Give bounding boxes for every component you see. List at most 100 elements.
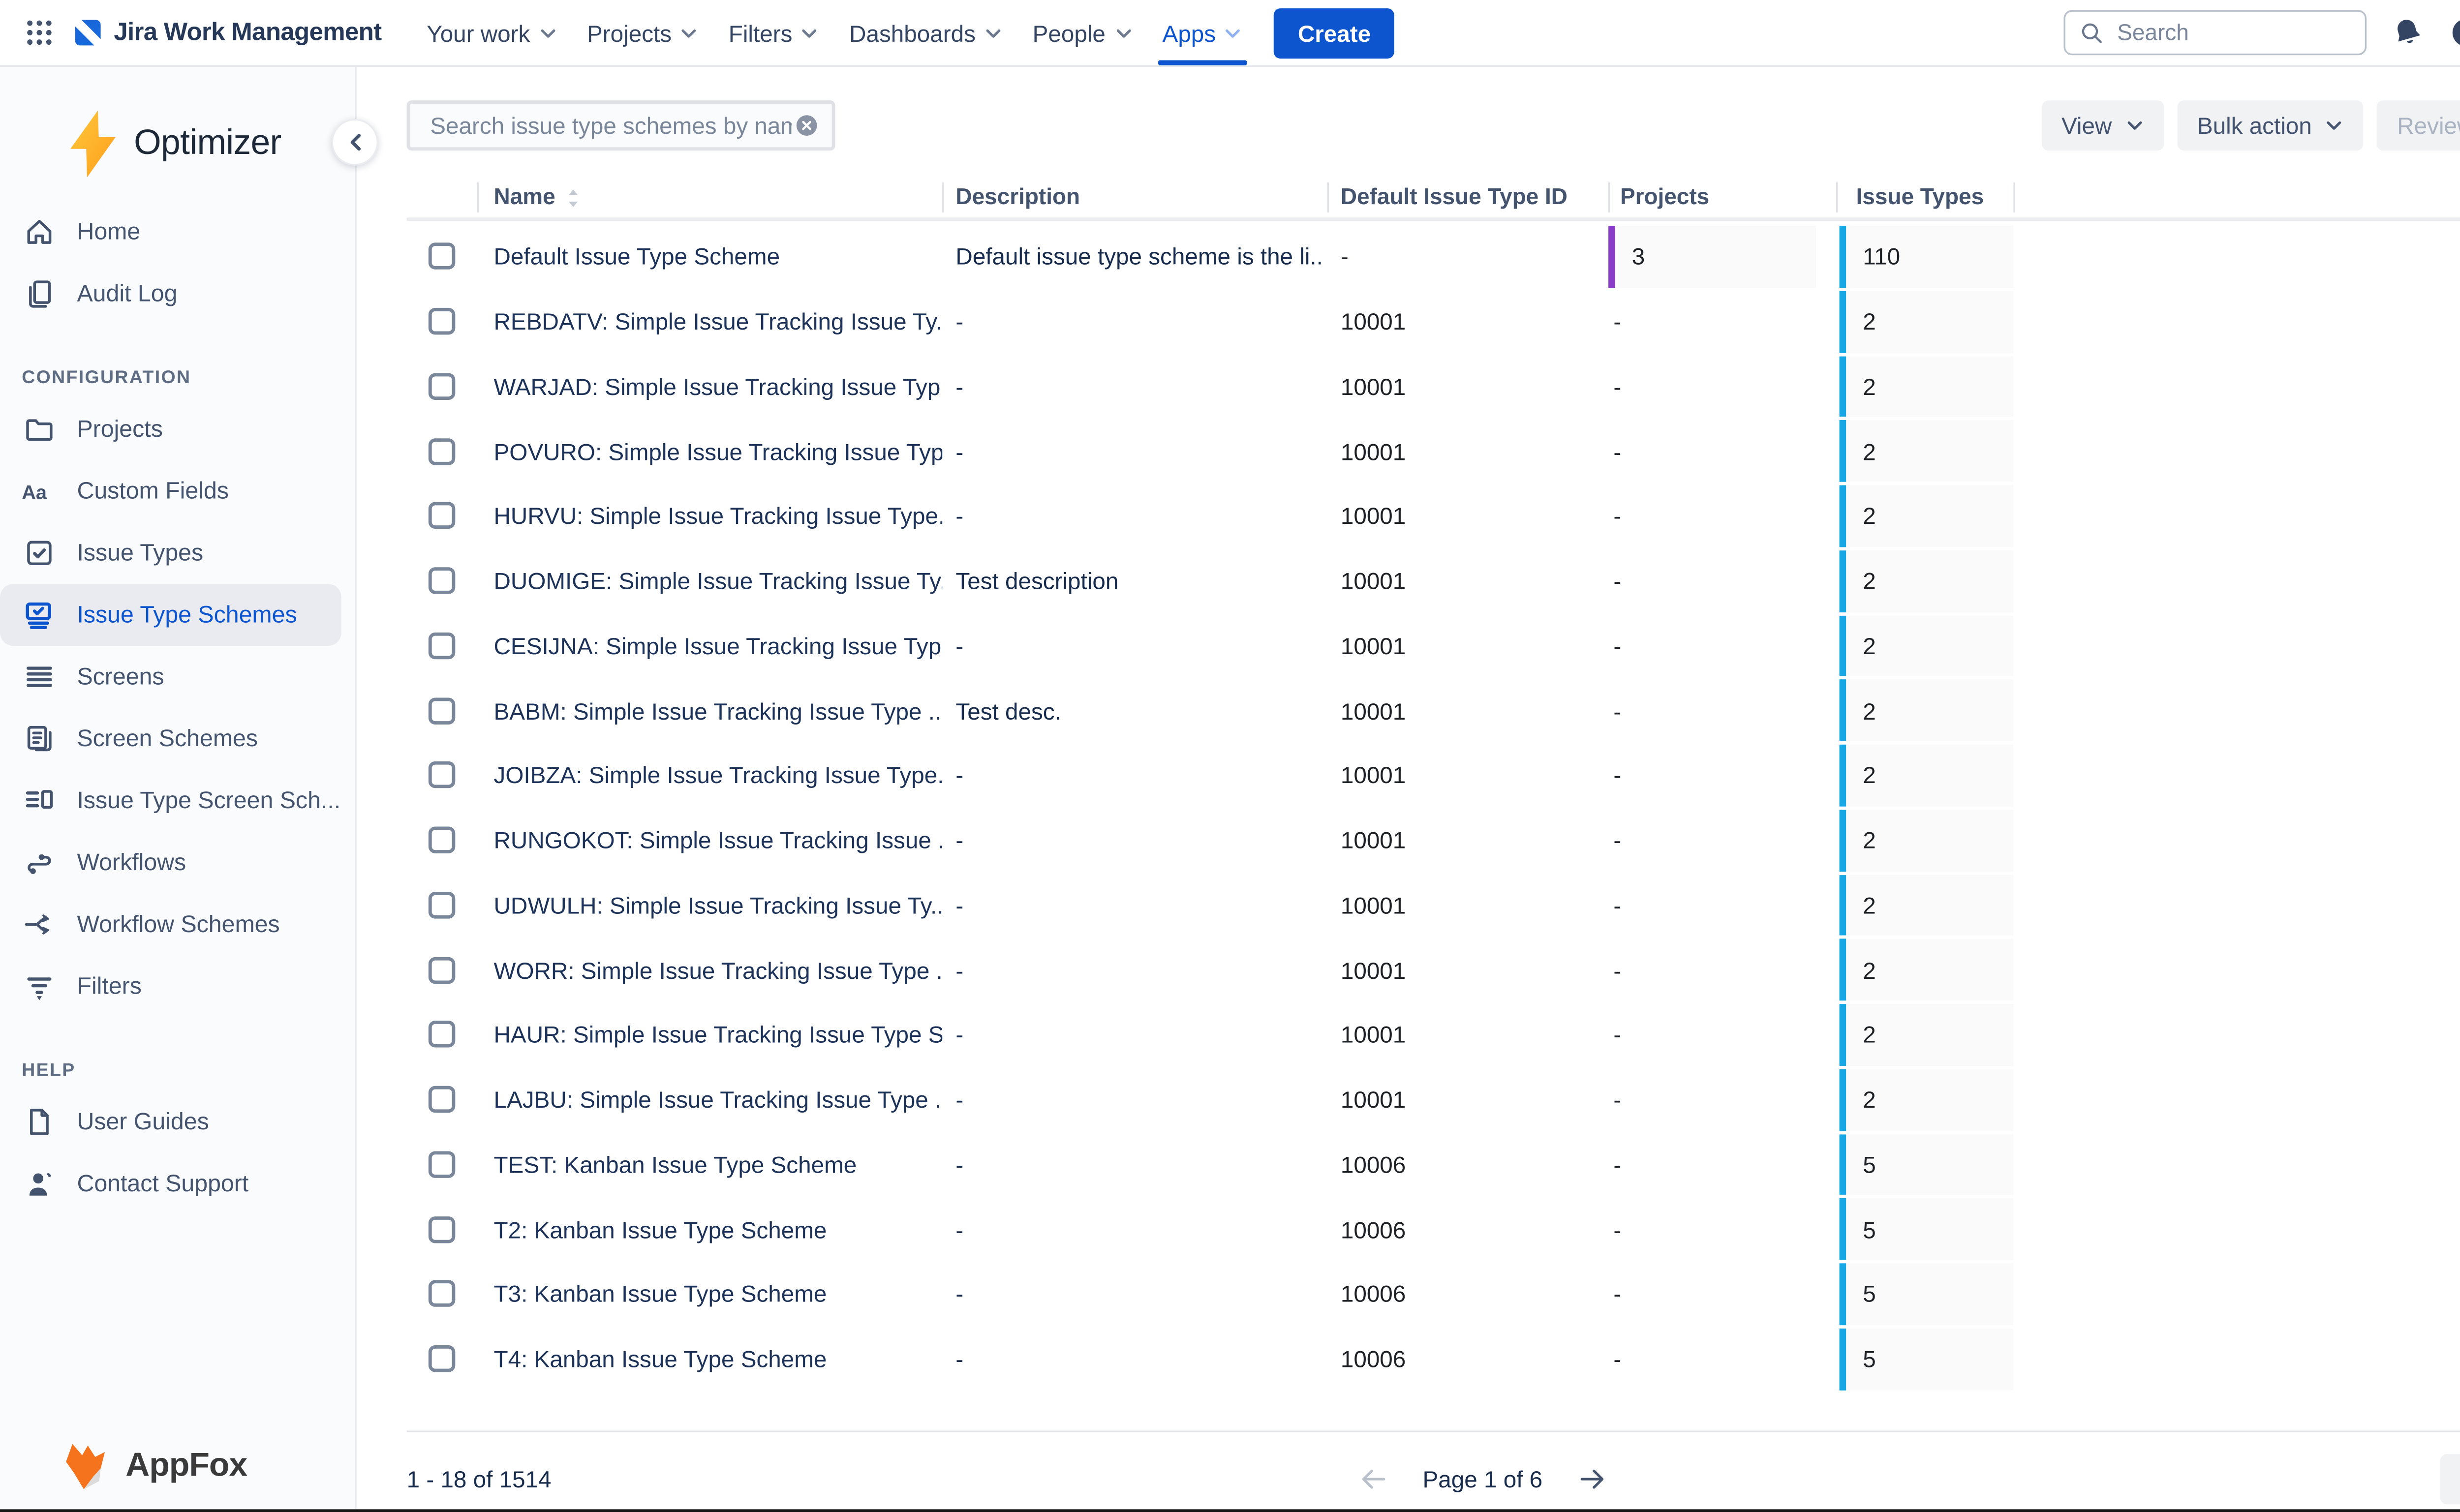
row-checkbox[interactable]	[428, 1345, 456, 1372]
cell-issue-types[interactable]: 2	[1839, 291, 2014, 353]
cell-issue-types[interactable]: 2	[1839, 420, 2014, 482]
row-checkbox[interactable]	[428, 243, 456, 270]
row-checkbox[interactable]	[428, 502, 456, 530]
cell-name[interactable]: LAJBU: Simple Issue Tracking Issue Type …	[493, 1086, 943, 1113]
row-checkbox[interactable]	[428, 632, 456, 659]
cell-name[interactable]: CESIJNA: Simple Issue Tracking Issue Typ…	[493, 632, 943, 659]
cell-name[interactable]: HAUR: Simple Issue Tracking Issue Type S…	[493, 1021, 943, 1048]
cell-name[interactable]: WORR: Simple Issue Tracking Issue Type .…	[493, 956, 943, 983]
row-checkbox[interactable]	[428, 1215, 456, 1243]
nav-menu-item[interactable]: Filters	[713, 0, 834, 65]
help-icon[interactable]: ?	[2447, 14, 2460, 51]
sidebar-item[interactable]: Issue Types	[0, 522, 341, 584]
global-search[interactable]	[2063, 10, 2367, 56]
cell-name[interactable]: POVURO: Simple Issue Tracking Issue Typ.…	[493, 437, 943, 465]
row-checkbox[interactable]	[428, 373, 456, 400]
cell-issue-types[interactable]: 5	[1839, 1328, 2014, 1390]
cell-issue-types[interactable]: 5	[1839, 1133, 2014, 1195]
cell-name[interactable]: HURVU: Simple Issue Tracking Issue Type.…	[493, 502, 943, 530]
row-checkbox[interactable]	[428, 956, 456, 983]
sidebar-item[interactable]: Filters	[0, 955, 341, 1017]
cell-name[interactable]: T3: Kanban Issue Type Scheme	[493, 1280, 827, 1308]
sidebar-item[interactable]: Contact Support	[0, 1153, 341, 1215]
cell-issue-types[interactable]: 2	[1839, 355, 2014, 417]
cell-issue-types[interactable]: 2	[1839, 1068, 2014, 1130]
next-page-button[interactable]	[1572, 1461, 1609, 1498]
nav-menu-item[interactable]: Apps	[1147, 0, 1258, 65]
scheme-search-input[interactable]	[427, 110, 795, 141]
sidebar-item[interactable]: Aa Custom Fields	[0, 460, 341, 522]
sort-icon[interactable]	[565, 186, 581, 208]
row-checkbox[interactable]	[428, 567, 456, 595]
jira-logo-icon[interactable]	[74, 18, 102, 47]
cell-name[interactable]: REBDATV: Simple Issue Tracking Issue Ty.…	[493, 308, 943, 335]
sidebar-item[interactable]: Workflows	[0, 832, 341, 894]
cell-name[interactable]: TEST: Kanban Issue Type Scheme	[493, 1151, 857, 1178]
cell-name[interactable]: BABM: Simple Issue Tracking Issue Type .…	[493, 697, 943, 724]
cell-name[interactable]: Default Issue Type Scheme	[493, 243, 780, 270]
cell-issue-types[interactable]: 2	[1839, 744, 2014, 806]
sidebar-item[interactable]: HELP	[22, 1060, 76, 1081]
sidebar-item[interactable]: Issue Type Schemes	[0, 584, 341, 646]
cell-issue-types[interactable]: 5	[1839, 1263, 2014, 1325]
product-title[interactable]: Jira Work Management	[114, 18, 382, 47]
nav-menu-item[interactable]: Your work	[412, 0, 572, 65]
notifications-icon[interactable]	[2388, 14, 2425, 51]
row-checkbox[interactable]	[428, 1151, 456, 1178]
column-header-name[interactable]: Name	[494, 178, 581, 218]
cell-name[interactable]: UDWULH: Simple Issue Tracking Issue Ty..…	[493, 891, 943, 919]
global-search-input[interactable]	[2114, 18, 2352, 47]
previous-page-button[interactable]	[1355, 1461, 1392, 1498]
cell-default-issue-type-id: 10001	[1340, 891, 1406, 919]
cell-name[interactable]: WARJAD: Simple Issue Tracking Issue Typ.…	[493, 373, 943, 400]
cell-issue-types[interactable]: 2	[1839, 615, 2014, 677]
row-checkbox[interactable]	[428, 762, 456, 789]
sidebar-item[interactable]: Screen Schemes	[0, 708, 341, 770]
cell-name[interactable]: JOIBZA: Simple Issue Tracking Issue Type…	[493, 762, 943, 789]
view-button[interactable]: View	[2041, 100, 2164, 151]
row-checkbox[interactable]	[428, 1021, 456, 1048]
cell-issue-types[interactable]: 2	[1839, 550, 2014, 612]
create-button[interactable]: Create	[1274, 7, 1394, 58]
cell-projects-highlighted[interactable]: 3	[1608, 226, 1816, 288]
cell-issue-types[interactable]: 5	[1839, 1198, 2014, 1260]
row-checkbox[interactable]	[428, 1280, 456, 1308]
cell-issue-types[interactable]: 2	[1839, 874, 2014, 936]
row-checkbox[interactable]	[428, 697, 456, 724]
row-checkbox[interactable]	[428, 826, 456, 854]
sidebar-collapse-button[interactable]	[331, 119, 378, 166]
scheme-search-field[interactable]	[406, 100, 835, 151]
row-checkbox[interactable]	[428, 437, 456, 465]
appfox-brand[interactable]: AppFox	[60, 1442, 247, 1491]
sidebar-item[interactable]: Home	[0, 201, 341, 263]
sidebar-item[interactable]: Workflow Schemes	[0, 894, 341, 956]
cell-name[interactable]: T2: Kanban Issue Type Scheme	[493, 1215, 827, 1243]
cell-name[interactable]: T4: Kanban Issue Type Scheme	[493, 1345, 827, 1372]
row-checkbox[interactable]	[428, 1086, 456, 1113]
sidebar-item[interactable]: Screens	[0, 646, 341, 708]
cell-issue-types[interactable]: 2	[1839, 679, 2014, 741]
sidebar-item[interactable]: CONFIGURATION	[22, 368, 191, 389]
export-button[interactable]: Export	[2439, 1454, 2460, 1505]
row-checkbox[interactable]	[428, 308, 456, 335]
review-changes-button[interactable]: Review changes	[2377, 100, 2460, 151]
cell-issue-types[interactable]: 2	[1839, 1004, 2014, 1066]
cell-issue-types[interactable]: 2	[1839, 809, 2014, 871]
row-checkbox[interactable]	[428, 891, 456, 919]
sidebar-item[interactable]: User Guides	[0, 1091, 341, 1153]
clear-search-icon[interactable]	[795, 114, 819, 137]
app-switcher-icon[interactable]	[17, 11, 60, 54]
cell-name[interactable]: RUNGOKOT: Simple Issue Tracking Issue ..…	[493, 826, 943, 854]
cell-name[interactable]: DUOMIGE: Simple Issue Tracking Issue Ty.…	[493, 567, 943, 595]
sidebar-item[interactable]: Audit Log	[0, 263, 341, 325]
cell-issue-types[interactable]: 2	[1839, 939, 2014, 1001]
cell-issue-types[interactable]: 110	[1839, 226, 2014, 288]
issue-type-schemes-icon	[22, 598, 55, 632]
sidebar-item[interactable]: Issue Type Screen Sch...	[0, 770, 341, 832]
nav-menu-item[interactable]: Projects	[572, 0, 713, 65]
bulk-action-button[interactable]: Bulk action	[2177, 100, 2364, 151]
nav-menu-item[interactable]: Dashboards	[834, 0, 1017, 65]
sidebar-item[interactable]: Projects	[0, 398, 341, 460]
cell-issue-types[interactable]: 2	[1839, 485, 2014, 547]
nav-menu-item[interactable]: People	[1017, 0, 1147, 65]
